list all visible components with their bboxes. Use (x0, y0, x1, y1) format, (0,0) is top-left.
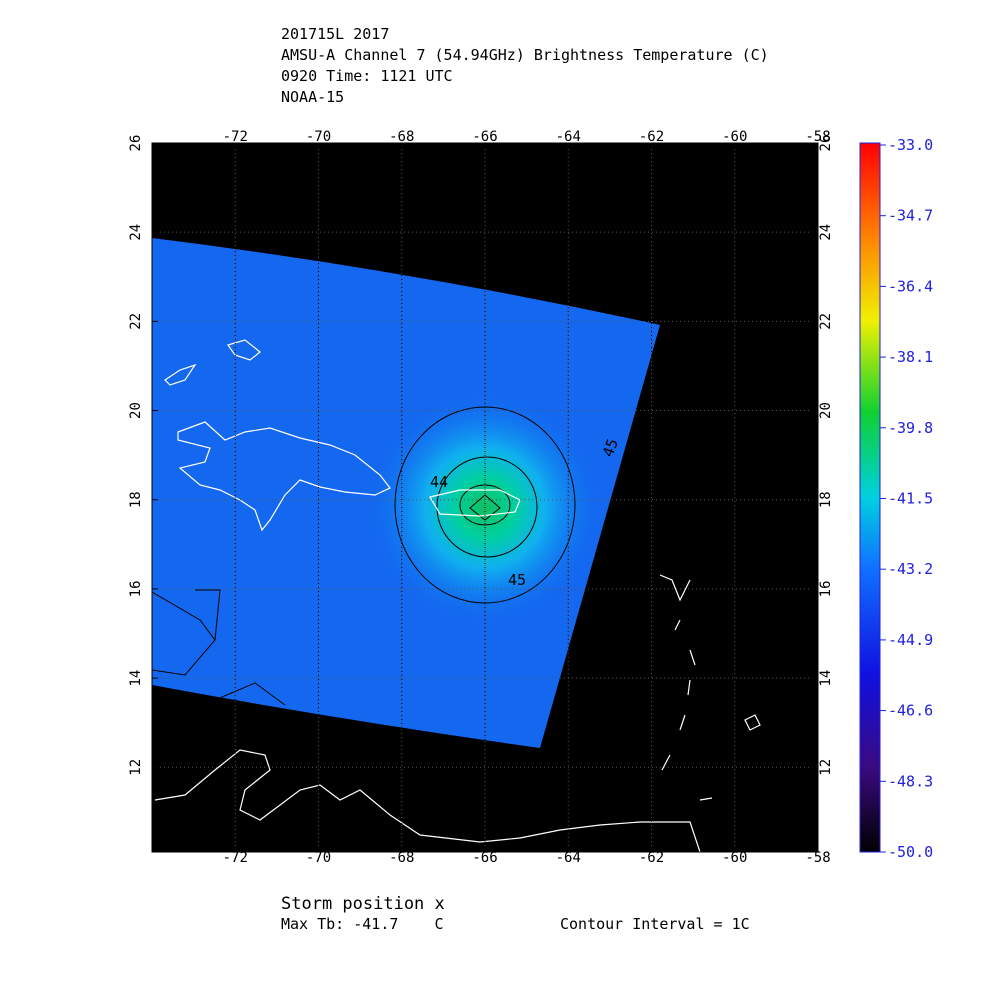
header-line: AMSU-A Channel 7 (54.94GHz) Brightness T… (281, 46, 769, 64)
x-tick-label: -62 (639, 129, 664, 145)
colorbar-tick-label: -48.3 (888, 772, 933, 790)
colorbar-tick-label: -36.4 (888, 277, 933, 295)
colorbar-tick-label: -50.0 (888, 843, 933, 861)
axes: -72 -72 -70 -70 -68 -68 -66 -66 -64 -64 -62 -62 -60 -… (128, 129, 834, 866)
y-tick-label: 14 (128, 670, 144, 687)
colorbar-tick-label: -33.0 (888, 136, 933, 154)
colorbar-axis: -33.0 -34.7 -36.4 -38.1 -39.8 -41.5 -43.2 -44.9… (880, 136, 933, 861)
x-tick-label: -62 (639, 850, 664, 866)
colorbar-tick-label: -39.8 (888, 419, 933, 437)
header-line: 201715L 2017 (281, 25, 389, 43)
y-tick-label: 16 (128, 580, 144, 597)
contour-interval: Contour Interval = 1C (560, 915, 750, 933)
y-tick-label: 18 (818, 491, 834, 508)
x-tick-label: -66 (472, 129, 497, 145)
y-tick-label: 12 (128, 759, 144, 776)
y-tick-label: 24 (818, 224, 834, 241)
y-tick-label: 22 (128, 313, 144, 330)
footer: Storm position x Max Tb: -41.7 C Contour… (281, 894, 750, 933)
storm-position: Storm position x (281, 894, 445, 914)
colorbar-tick-label: -44.9 (888, 631, 933, 649)
max-tb: Max Tb: -41.7 C (281, 915, 444, 933)
header-line: NOAA-15 (281, 88, 344, 106)
y-tick-label: 20 (818, 402, 834, 419)
y-tick-label: 14 (818, 670, 834, 687)
grid (152, 143, 818, 852)
coastlines (154, 339, 761, 852)
contour-label: 45 (508, 571, 526, 589)
colorbar-tick-label: -38.1 (888, 348, 933, 366)
y-tick-label: 20 (128, 402, 144, 419)
colorbar-tick-label: -34.7 (888, 207, 933, 225)
x-tick-label: -64 (556, 129, 581, 145)
x-tick-label: -60 (722, 129, 747, 145)
y-tick-label: 18 (128, 491, 144, 508)
x-tick-label: -68 (389, 129, 414, 145)
x-tick-label: -72 (223, 850, 248, 866)
header: 201715L 2017 AMSU-A Channel 7 (54.94GHz)… (281, 25, 769, 106)
y-tick-label: 16 (818, 580, 834, 597)
x-tick-label: -66 (472, 850, 497, 866)
x-tick-label: -70 (306, 129, 331, 145)
colorbar-tick-label: -46.6 (888, 702, 933, 720)
y-tick-label: 26 (128, 135, 144, 152)
y-tick-label: 12 (818, 759, 834, 776)
contour-label: 44 (430, 473, 448, 491)
header-line: 0920 Time: 1121 UTC (281, 67, 453, 85)
colorbar-tick-label: -41.5 (888, 490, 933, 508)
y-tick-label: 26 (818, 135, 834, 152)
x-tick-label: -60 (722, 850, 747, 866)
x-tick-label: -70 (306, 850, 331, 866)
x-tick-label: -58 (805, 850, 830, 866)
colorbar (859, 142, 881, 853)
map-area: 44 45 45 (152, 143, 818, 852)
x-tick-label: -72 (223, 129, 248, 145)
y-tick-label: 24 (128, 224, 144, 241)
warm-core (152, 238, 660, 748)
y-tick-label: 22 (818, 313, 834, 330)
contour-label: 45 (599, 436, 622, 459)
x-tick-label: -68 (389, 850, 414, 866)
colorbar-tick-label: -43.2 (888, 560, 933, 578)
x-tick-label: -64 (556, 850, 581, 866)
x-tick-label: -58 (805, 129, 830, 145)
